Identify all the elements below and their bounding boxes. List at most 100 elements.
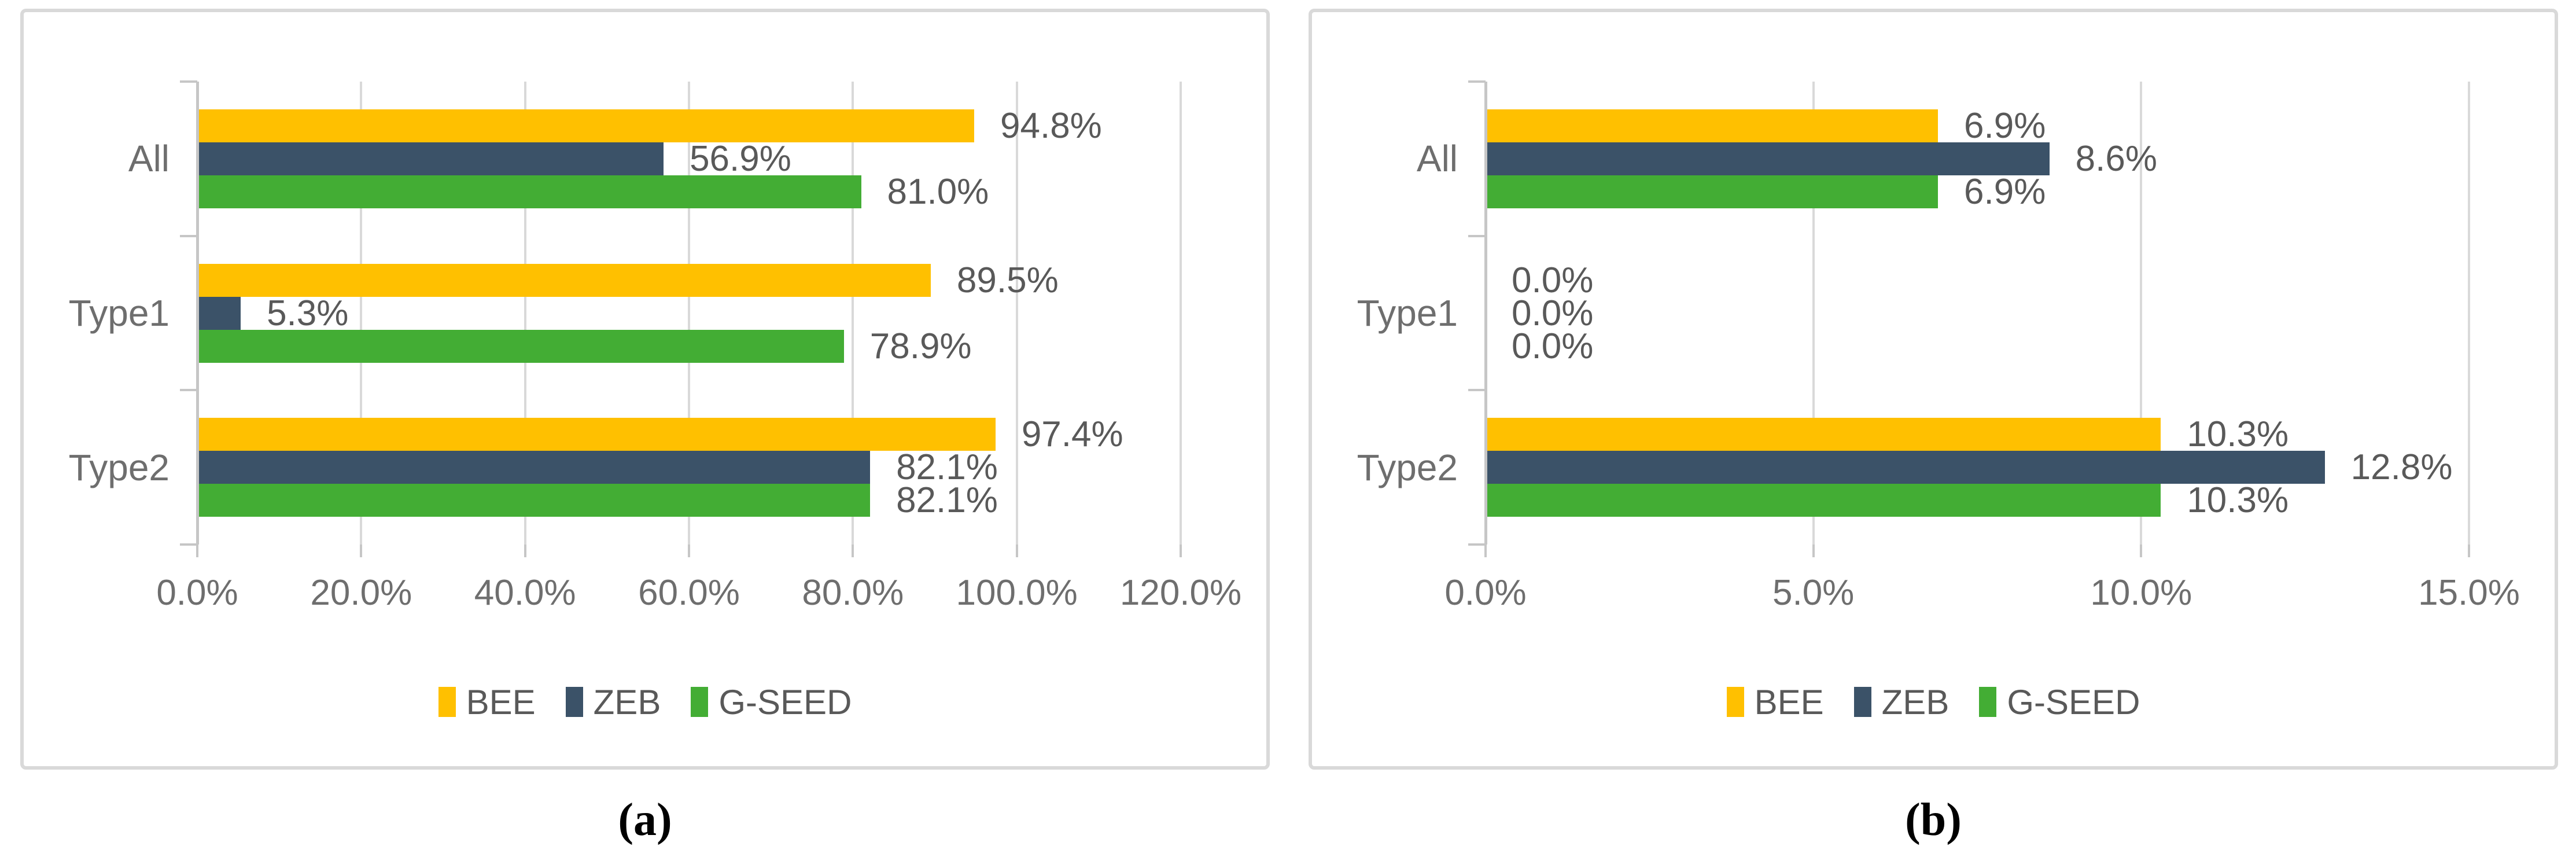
bar-bee-all — [197, 109, 974, 142]
y-axis-tick-mark — [1468, 389, 1486, 392]
legend-swatch-zeb — [565, 687, 583, 717]
data-label: 82.1% — [896, 447, 998, 488]
x-axis-tick-label: 0.0% — [156, 573, 238, 613]
bar-g-seed-type1 — [197, 329, 844, 363]
gridline — [852, 82, 854, 545]
x-axis-tick-label: 10.0% — [2090, 573, 2192, 613]
y-axis-tick-mark — [1468, 234, 1486, 237]
x-axis-tick-mark — [2468, 545, 2470, 557]
chart-panel-b: 0.0% 5.0% 10.0% 15.0% All 6.9% 8.6% 6.9% Type1 0.… — [1309, 9, 2558, 770]
x-axis-tick-mark — [1015, 545, 1018, 557]
category-label: Type1 — [68, 292, 169, 334]
legend-swatch-g-seed — [691, 687, 709, 717]
x-axis-tick-mark — [524, 545, 526, 557]
data-label: 82.1% — [896, 480, 998, 521]
legend-swatch-zeb — [1853, 687, 1871, 717]
data-label: 94.8% — [1000, 105, 1102, 146]
category-axis-line — [1484, 82, 1487, 545]
legend-item-zeb: ZEB — [1853, 682, 1949, 722]
bar-zeb-type2 — [197, 451, 871, 484]
gridline — [360, 82, 363, 545]
bar-zeb-type2 — [1486, 451, 2325, 484]
bar-bee-type2 — [1486, 418, 2161, 451]
gridline — [1180, 82, 1182, 545]
x-axis-tick-label: 120.0% — [1119, 573, 1242, 613]
bar-chart-b: 0.0% 5.0% 10.0% 15.0% All 6.9% 8.6% 6.9% Type1 0.… — [1312, 12, 2555, 766]
legend-item-g-seed: G-SEED — [691, 682, 852, 722]
x-axis-tick-label: 40.0% — [474, 573, 576, 613]
data-label: 0.0% — [1512, 293, 1594, 333]
bar-chart-a: 0.0% 20.0% 40.0% 60.0% 80.0% 100.0% 120.0% All 9… — [24, 12, 1266, 766]
x-axis-tick-label: 20.0% — [310, 573, 412, 613]
category-label: Type2 — [68, 446, 169, 488]
bar-bee-type2 — [197, 418, 996, 451]
data-label: 97.4% — [1021, 414, 1123, 455]
data-label: 0.0% — [1512, 326, 1594, 366]
x-axis-tick-mark — [1812, 545, 1815, 557]
gridline — [1812, 82, 1815, 545]
legend-label: BEE — [466, 682, 536, 722]
data-label: 6.9% — [1964, 171, 2046, 212]
bar-g-seed-type2 — [1486, 484, 2161, 517]
y-axis-tick-mark — [1468, 543, 1486, 546]
y-axis-tick-mark — [180, 80, 197, 83]
bar-g-seed-all — [1486, 175, 1938, 208]
legend-item-bee: BEE — [438, 682, 536, 722]
x-axis-tick-mark — [1180, 545, 1182, 557]
legend-item-zeb: ZEB — [565, 682, 661, 722]
x-axis-tick-label: 0.0% — [1444, 573, 1527, 613]
x-axis-tick-mark — [852, 545, 854, 557]
category-label: All — [128, 138, 169, 180]
bar-g-seed-type2 — [197, 484, 871, 517]
data-label: 12.8% — [2350, 447, 2453, 488]
category-label: Type1 — [1357, 292, 1458, 334]
caption-a: (a) — [618, 795, 672, 845]
bar-zeb-all — [1486, 142, 2050, 175]
data-label: 5.3% — [267, 293, 349, 333]
data-label: 81.0% — [887, 171, 989, 212]
y-axis-tick-mark — [1468, 80, 1486, 83]
data-label: 0.0% — [1512, 260, 1594, 300]
data-label: 56.9% — [690, 138, 791, 179]
data-label: 6.9% — [1964, 105, 2046, 146]
gridline — [2468, 82, 2470, 545]
gridline — [1015, 82, 1018, 545]
x-axis-tick-mark — [196, 545, 198, 557]
category-label: All — [1416, 138, 1458, 180]
x-axis-tick-label: 60.0% — [638, 573, 740, 613]
x-axis-tick-label: 80.0% — [802, 573, 904, 613]
data-label: 10.3% — [2187, 414, 2289, 455]
gridline — [2140, 82, 2143, 545]
legend-swatch-bee — [1726, 687, 1744, 717]
y-axis-tick-mark — [180, 234, 197, 237]
category-label: Type2 — [1357, 446, 1458, 488]
bar-g-seed-all — [197, 175, 861, 208]
data-label: 10.3% — [2187, 480, 2289, 521]
gridline — [524, 82, 526, 545]
legend: BEE ZEB G-SEED — [24, 682, 1266, 722]
legend-item-bee: BEE — [1726, 682, 1824, 722]
legend: BEE ZEB G-SEED — [1312, 682, 2555, 722]
category-axis-line — [196, 82, 199, 545]
legend-swatch-bee — [438, 687, 456, 717]
y-axis-tick-mark — [180, 543, 197, 546]
bar-zeb-type1 — [197, 296, 241, 330]
legend-label: G-SEED — [2007, 682, 2140, 722]
x-axis-tick-label: 100.0% — [956, 573, 1078, 613]
legend-label: ZEB — [1881, 682, 1949, 722]
data-label: 8.6% — [2075, 138, 2157, 179]
data-label: 89.5% — [956, 260, 1059, 300]
x-axis-tick-mark — [360, 545, 363, 557]
bar-bee-all — [1486, 109, 1938, 142]
bar-bee-type1 — [197, 263, 931, 297]
gridline — [688, 82, 690, 545]
caption-b: (b) — [1905, 795, 1962, 845]
x-axis-tick-label: 15.0% — [2418, 573, 2520, 613]
legend-label: ZEB — [593, 682, 661, 722]
bar-zeb-all — [197, 142, 664, 175]
legend-label: G-SEED — [718, 682, 852, 722]
x-axis-tick-mark — [2140, 545, 2143, 557]
legend-swatch-g-seed — [1979, 687, 1997, 717]
chart-panel-a: 0.0% 20.0% 40.0% 60.0% 80.0% 100.0% 120.0% All 9… — [20, 9, 1270, 770]
